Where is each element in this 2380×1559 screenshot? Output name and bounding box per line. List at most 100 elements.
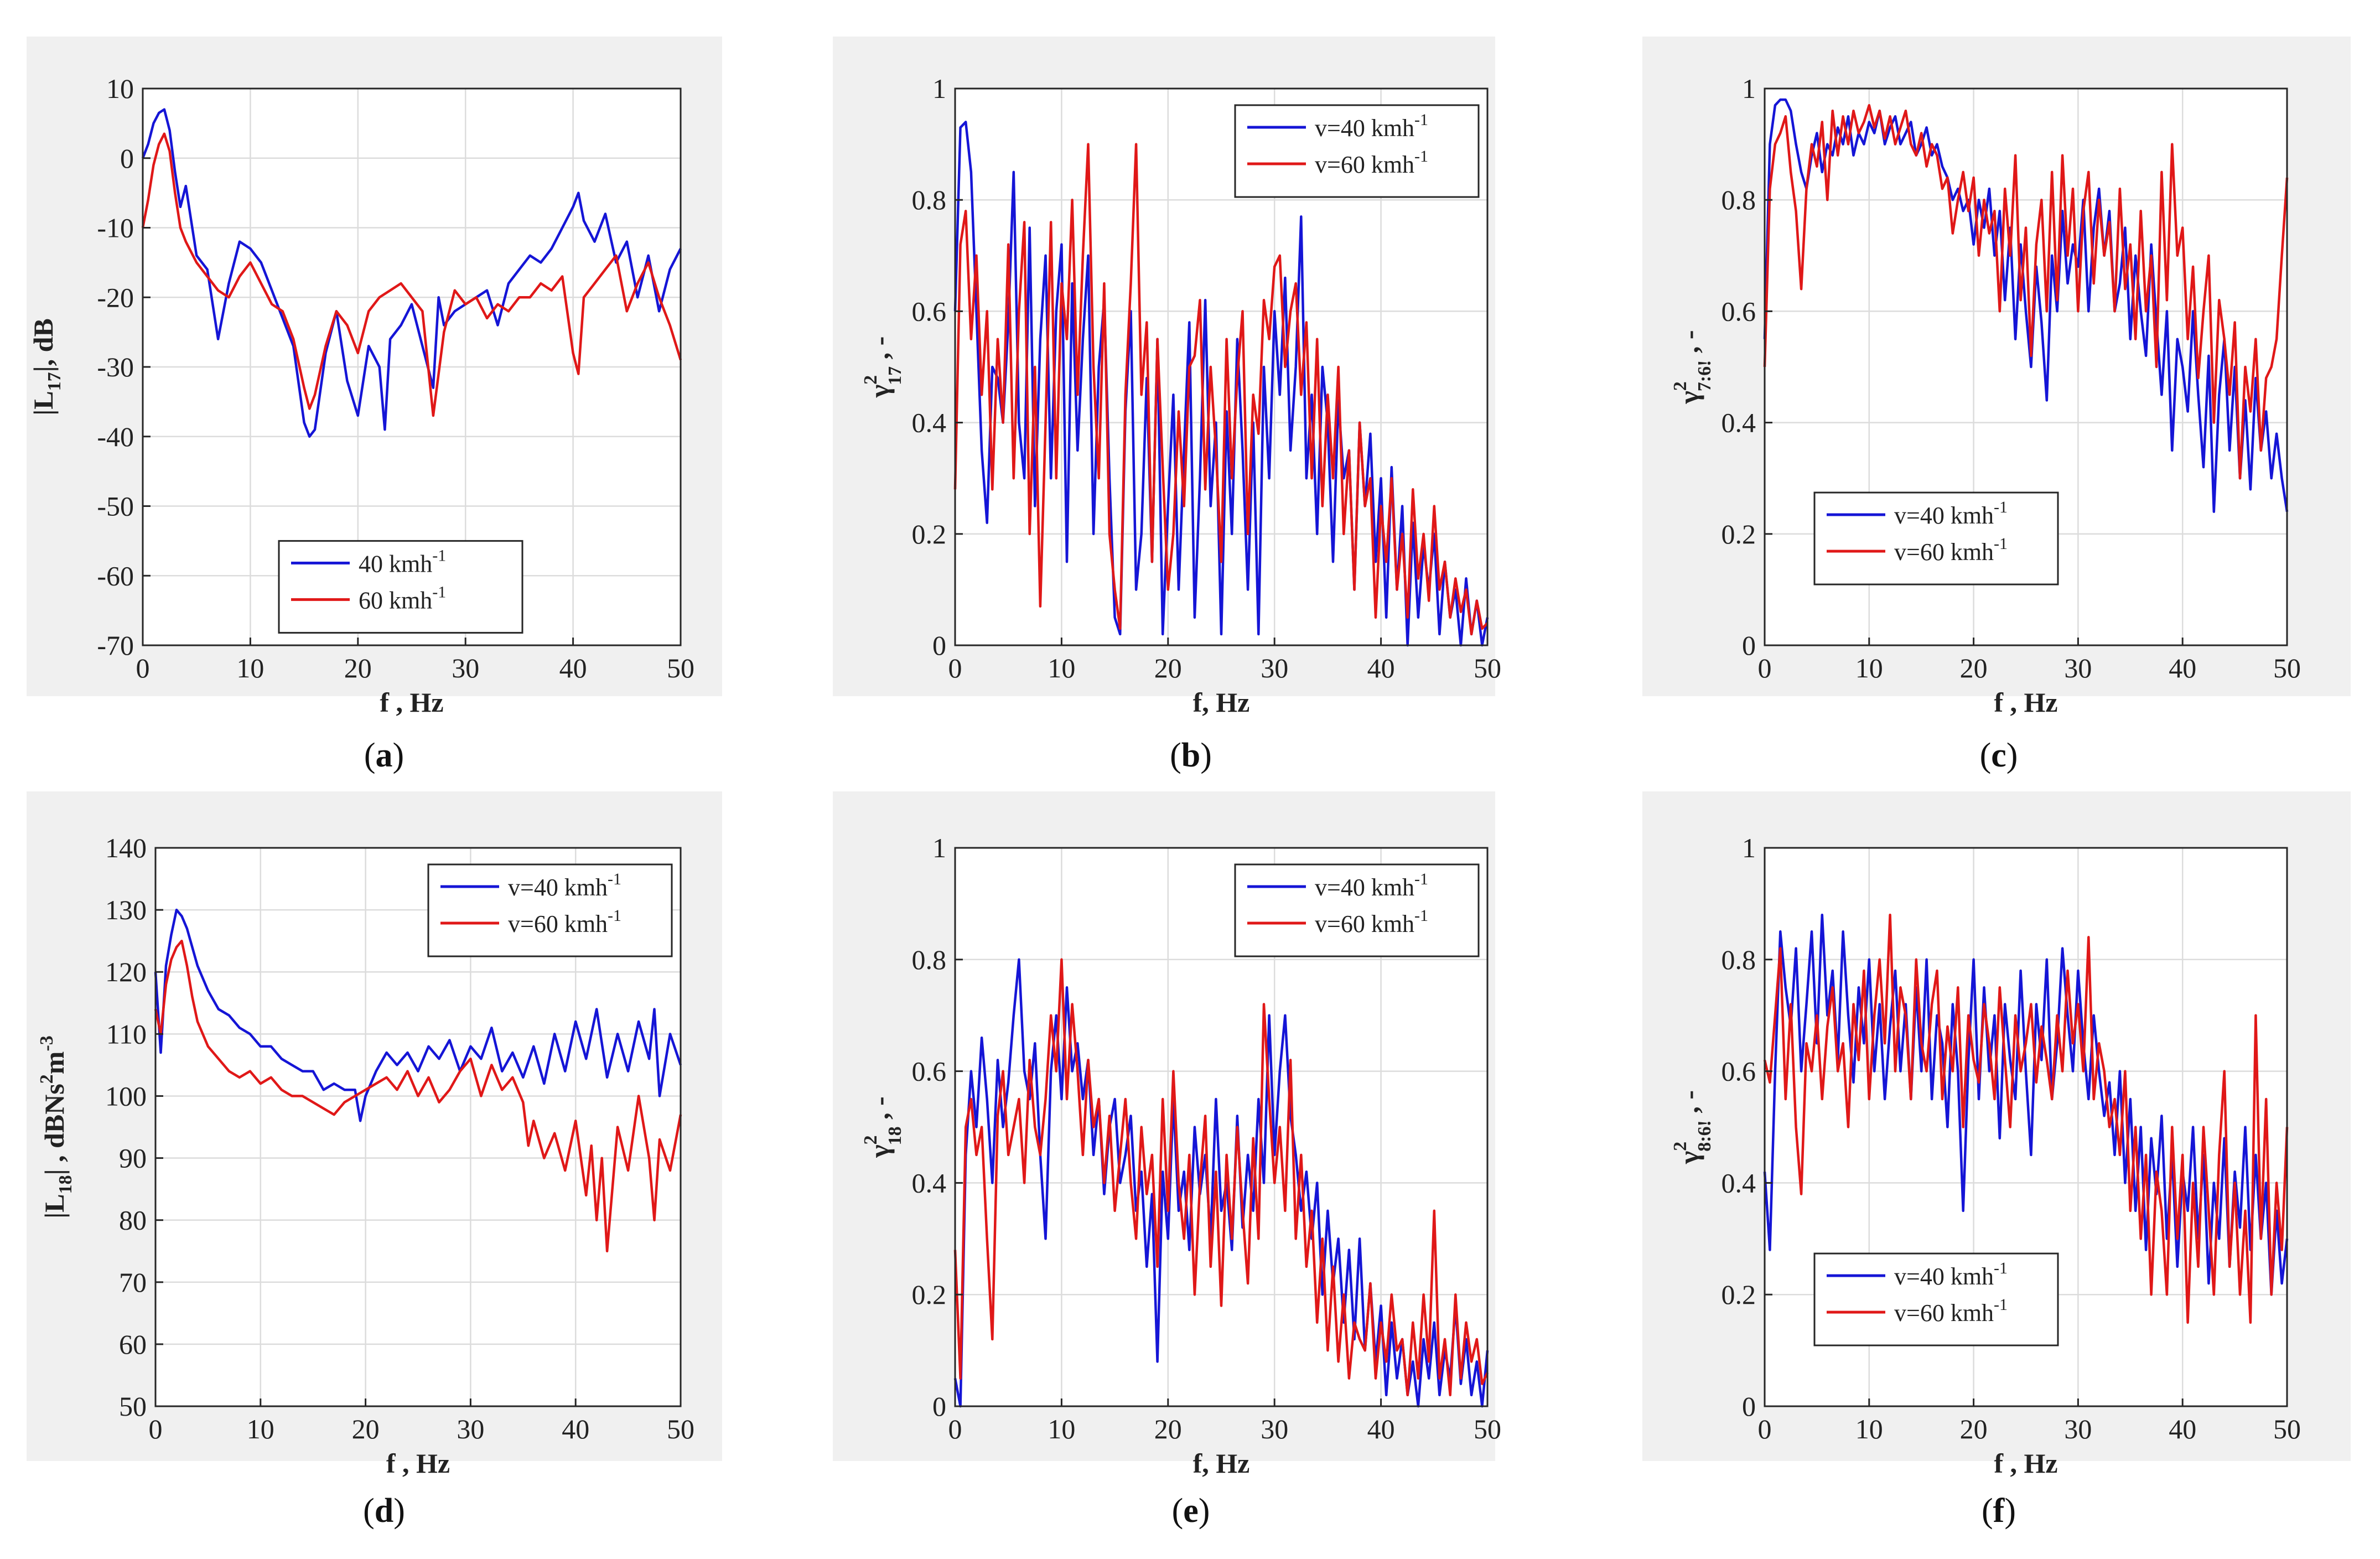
legend-box: [1234, 863, 1480, 957]
legend-superscript: -1: [432, 583, 446, 601]
x-tick-label: 50: [667, 1413, 694, 1444]
y-tick-label: -20: [97, 282, 134, 313]
legend-text: 60 kmh: [359, 587, 432, 614]
legend-superscript: -1: [1414, 111, 1428, 129]
y-axis-label: γ2 7:6! , -: [1670, 330, 1715, 404]
x-tick-label: 40: [2169, 1413, 2196, 1444]
y-tick-label: 10: [106, 73, 134, 104]
caption-paren: ): [393, 737, 405, 774]
legend: v=40 kmh-1v=60 kmh-1: [1234, 104, 1480, 198]
series-line-2: [154, 939, 682, 1252]
x-tick-label: 50: [2273, 1413, 2301, 1444]
caption-paren: (: [1982, 1492, 1993, 1530]
caption-paren: (: [1980, 737, 1992, 774]
ylabel-superscript: 2: [860, 1135, 881, 1144]
x-tick-label: 10: [1855, 1413, 1883, 1444]
ylabel-suffix: , -: [1673, 1090, 1704, 1120]
x-tick-label: 30: [1261, 1413, 1288, 1444]
y-tick-label: 0.4: [1722, 1167, 1756, 1198]
y-tick-label: 80: [119, 1205, 147, 1236]
legend-label-1: 40 kmh-1: [359, 546, 446, 577]
y-tick-label: -10: [97, 213, 134, 244]
x-tick-label: 10: [247, 1413, 274, 1444]
x-tick-label: 10: [1048, 1413, 1075, 1444]
ylabel-superscript: 2: [1670, 381, 1691, 391]
y-axis-label: γ2 17 , -: [860, 336, 905, 398]
caption-paren: ): [1199, 1492, 1210, 1530]
series-line-2: [1763, 913, 2289, 1324]
y-tick-label: 0.8: [1722, 184, 1756, 215]
y-tick-label: 1: [1742, 832, 1756, 863]
x-tick-label: 50: [1474, 1413, 1501, 1444]
ylabel-prefix: |L: [39, 1194, 70, 1218]
y-tick-label: -30: [97, 351, 134, 382]
legend-superscript: -1: [1414, 870, 1428, 888]
ylabel-symbol: γ: [1673, 1151, 1704, 1164]
y-tick-label: 0.8: [1722, 944, 1756, 975]
axes-box: [1764, 87, 2288, 646]
legend-text: v=40 kmh: [1894, 502, 1994, 529]
x-axis-label: f, Hz: [1193, 1448, 1250, 1479]
y-tick-label: 0.2: [1722, 519, 1756, 550]
legend-superscript: -1: [1994, 1259, 2008, 1277]
legend: v=40 kmh-1v=60 kmh-1: [1813, 1252, 2059, 1346]
series-line-2: [141, 132, 682, 417]
y-axis-label: γ2 8:6! , -: [1670, 1090, 1715, 1164]
x-tick-label: 30: [2064, 652, 2092, 683]
legend-text: v=40 kmh: [508, 874, 608, 901]
y-tick-label: 100: [105, 1080, 147, 1111]
legend-label-1: v=40 kmh-1: [1894, 1259, 2008, 1290]
legend-text: v=40 kmh: [1315, 874, 1414, 901]
y-tick-label: 0.6: [1722, 1056, 1756, 1087]
legend-superscript: -1: [1994, 1296, 2008, 1314]
axes-box: [154, 847, 682, 1407]
ylabel-subscript: 7:6!: [1694, 360, 1715, 392]
y-axis-label: |L17|, dB: [28, 318, 65, 416]
legend-label-1: v=40 kmh-1: [508, 870, 621, 901]
y-tick-label: 130: [105, 894, 147, 925]
ylabel-subscript: 8:6!: [1694, 1120, 1715, 1152]
chart-panel-d: 0 10 20 30 40 50 50 60 70 80 90 100 110 120 130 140 f , …: [27, 791, 722, 1530]
series-line-1: [154, 908, 682, 1122]
x-tick-label: 30: [2064, 1413, 2092, 1444]
y-tick-label: 120: [105, 956, 147, 987]
series-line-1: [141, 108, 682, 438]
legend-superscript: -1: [1414, 907, 1428, 925]
y-tick-label: 0: [120, 143, 134, 174]
legend-text: v=60 kmh: [1894, 538, 1994, 566]
panel-caption: (b): [1170, 737, 1212, 774]
x-axis-label: f , Hz: [380, 687, 443, 718]
ylabel-middle: | , dBNs: [39, 1084, 70, 1175]
y-tick-label: 70: [119, 1267, 147, 1298]
caption-letter: f: [1993, 1492, 2005, 1530]
y-tick-label: -40: [97, 421, 134, 452]
ylabel-superscript: 2: [1670, 1142, 1691, 1151]
x-tick-label: 20: [1960, 652, 1988, 683]
x-tick-label: 40: [559, 652, 587, 683]
series-line-2: [953, 958, 1489, 1397]
legend-text: v=60 kmh: [1315, 910, 1414, 938]
ylabel-suffix: , -: [864, 336, 895, 366]
caption-paren: (: [1170, 737, 1181, 774]
x-tick-label: 0: [1758, 652, 1772, 683]
y-tick-label: 50: [119, 1391, 147, 1422]
x-tick-label: 40: [1367, 1413, 1395, 1444]
y-tick-label: 0.8: [912, 184, 947, 215]
x-tick-label: 0: [1758, 1413, 1772, 1444]
y-tick-label: 0.2: [912, 1279, 947, 1310]
y-tick-label: 0.4: [912, 1167, 947, 1198]
ylabel-unit: m: [39, 1052, 70, 1075]
legend-box: [1813, 491, 2059, 586]
legend-superscript: -1: [1994, 535, 2008, 553]
x-axis-label: f , Hz: [386, 1448, 450, 1479]
panel-caption: (e): [1172, 1492, 1210, 1530]
y-tick-label: 110: [106, 1018, 147, 1049]
y-tick-label: -60: [97, 560, 134, 591]
caption-letter: b: [1181, 737, 1200, 774]
x-tick-label: 30: [452, 652, 479, 683]
ylabel-subscript: 18: [55, 1175, 76, 1194]
x-axis-label: f , Hz: [1994, 687, 2057, 718]
legend-text: v=40 kmh: [1894, 1263, 1994, 1290]
y-tick-label: 0: [1742, 1391, 1756, 1422]
